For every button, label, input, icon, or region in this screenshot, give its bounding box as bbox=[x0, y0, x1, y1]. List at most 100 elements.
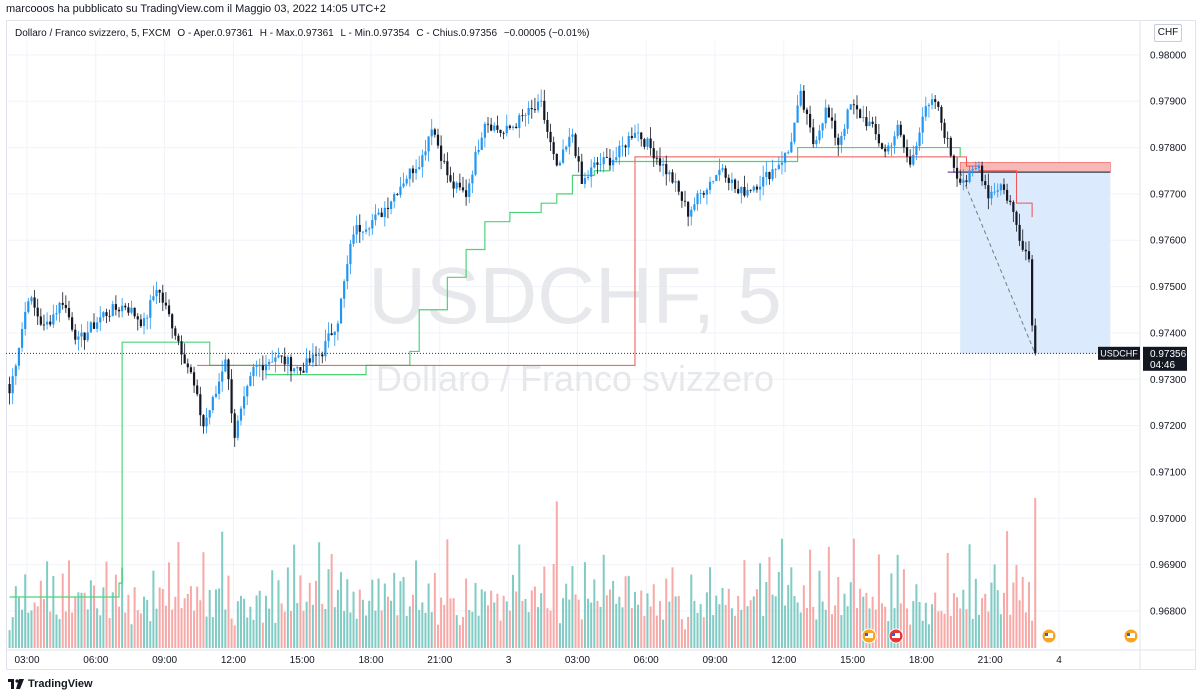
volume-bar bbox=[333, 607, 336, 648]
candle-body bbox=[402, 183, 405, 187]
volume-bar bbox=[877, 554, 880, 648]
candle-body bbox=[67, 308, 71, 318]
volume-bar bbox=[968, 544, 971, 648]
candle-body bbox=[821, 123, 824, 131]
volume-bar bbox=[136, 610, 139, 648]
candle-body bbox=[177, 335, 180, 342]
candle-body bbox=[264, 364, 268, 371]
candle-body bbox=[762, 177, 765, 187]
volume-bar bbox=[305, 601, 308, 648]
volume-bar bbox=[86, 609, 89, 648]
volume-bar bbox=[458, 625, 461, 648]
event-flag-canton bbox=[1127, 633, 1130, 636]
candle-body bbox=[408, 168, 411, 179]
price-axis[interactable]: 0.98000 0.97900 0.97800 0.97700 0.97600 0.975… bbox=[1139, 20, 1187, 670]
volume-bar bbox=[505, 601, 508, 648]
candle-body bbox=[768, 171, 771, 180]
volume-bar bbox=[193, 610, 196, 648]
volume-bar bbox=[46, 561, 49, 648]
volume-bar bbox=[1015, 564, 1018, 648]
volume-bar bbox=[277, 580, 280, 648]
time-tick-label: 03:00 bbox=[14, 655, 39, 666]
candle-body bbox=[427, 136, 430, 152]
volume-bar bbox=[865, 592, 868, 648]
volume-bar bbox=[743, 560, 746, 648]
currency-button[interactable]: CHF bbox=[1154, 24, 1182, 42]
volume-bar bbox=[921, 620, 924, 648]
tradingview-logo[interactable]: TradingView bbox=[8, 678, 93, 690]
volume-bar bbox=[712, 615, 715, 648]
volume-bar bbox=[158, 587, 161, 648]
candle-body bbox=[343, 281, 346, 299]
volume-bar bbox=[749, 600, 752, 648]
volume-bar bbox=[552, 564, 555, 648]
candle-body bbox=[252, 366, 255, 377]
volume-bar bbox=[74, 596, 77, 648]
volume-bar bbox=[790, 567, 793, 648]
volume-bar bbox=[64, 611, 67, 648]
candles bbox=[8, 84, 1037, 447]
candle-body bbox=[508, 125, 511, 129]
candle-body bbox=[42, 324, 46, 326]
candle-body bbox=[530, 108, 533, 110]
candle-body bbox=[55, 313, 58, 315]
volume-bar bbox=[527, 612, 530, 648]
volume-bar bbox=[924, 602, 927, 648]
volume-bar bbox=[227, 575, 230, 648]
candle-body bbox=[221, 371, 224, 382]
candle-body bbox=[727, 177, 730, 183]
volume-bar bbox=[236, 601, 239, 648]
volume-bar bbox=[549, 610, 552, 648]
candle-body bbox=[127, 307, 130, 313]
candle-body bbox=[311, 354, 314, 363]
candle-body bbox=[45, 321, 49, 325]
volume-bar bbox=[199, 600, 202, 648]
candle-body bbox=[64, 304, 67, 309]
volume-bar bbox=[483, 591, 486, 648]
candle-body bbox=[77, 336, 80, 340]
candle-body bbox=[793, 122, 796, 142]
volume-bar bbox=[896, 554, 899, 648]
candle-body bbox=[161, 292, 164, 303]
candle-body bbox=[124, 305, 127, 308]
candle-body bbox=[611, 159, 615, 166]
time-tick-label: 12:00 bbox=[771, 655, 796, 666]
candle-body bbox=[962, 180, 965, 183]
volume-bar bbox=[149, 621, 152, 648]
volume-bar bbox=[390, 600, 393, 648]
time-tick-label: 06:00 bbox=[634, 655, 659, 666]
candle-body bbox=[549, 131, 552, 143]
volume-bar bbox=[846, 606, 849, 648]
volume-bar bbox=[371, 579, 374, 648]
candle-body bbox=[630, 136, 633, 138]
candle-body bbox=[461, 187, 465, 191]
legend-open: O - Aper.0.97361 bbox=[177, 28, 254, 39]
volume-bar bbox=[705, 592, 708, 648]
volume-bar bbox=[258, 590, 261, 648]
candle-body bbox=[1021, 240, 1024, 250]
volume-bar bbox=[146, 599, 149, 648]
volume-bar bbox=[443, 604, 446, 648]
candle-body bbox=[249, 376, 252, 387]
volume-bar bbox=[343, 610, 346, 648]
candle-body bbox=[152, 296, 155, 301]
candle-body bbox=[289, 357, 293, 372]
candle-body bbox=[149, 300, 152, 318]
volume-bar bbox=[92, 585, 95, 648]
volume-bar bbox=[906, 608, 909, 648]
candle-body bbox=[121, 305, 124, 312]
volume-bar bbox=[709, 567, 712, 648]
volume-bar bbox=[934, 592, 937, 648]
volume-bar bbox=[96, 608, 99, 648]
candle-body bbox=[980, 165, 984, 182]
volume-bar bbox=[296, 602, 299, 648]
volume-bar bbox=[239, 595, 242, 648]
volume-bar bbox=[183, 598, 186, 648]
volume-bar bbox=[799, 612, 802, 648]
volume-bar bbox=[862, 596, 865, 648]
candle-body bbox=[615, 157, 618, 160]
time-axis[interactable]: 03:00 06:00 09:00 12:00 15:00 18:00 21:00 3 03:0… bbox=[6, 649, 1196, 666]
candle-body bbox=[393, 194, 396, 202]
volume-bar bbox=[399, 581, 402, 648]
